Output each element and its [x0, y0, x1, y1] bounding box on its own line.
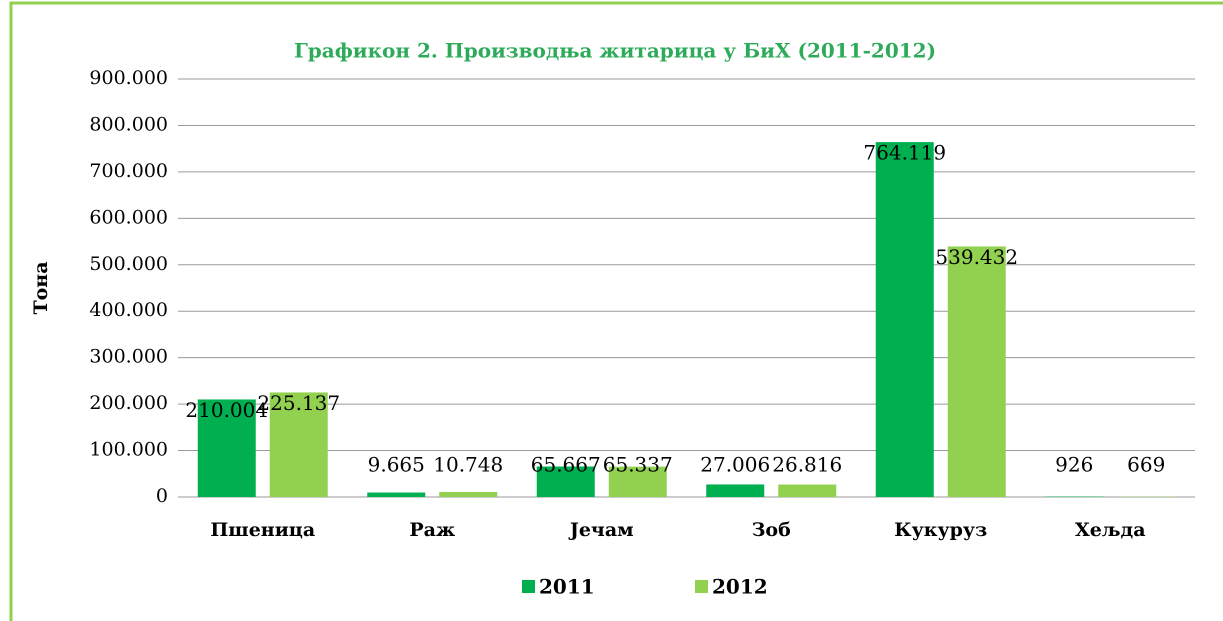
bar: [536, 466, 595, 497]
y-tick-label: 100.000: [89, 439, 168, 461]
y-tick-label: 900.000: [89, 67, 168, 89]
value-label: 669: [1127, 453, 1165, 477]
bar: [778, 484, 837, 497]
y-tick-label: 800.000: [89, 113, 168, 135]
bar: [439, 492, 498, 497]
value-label: 539.432: [935, 245, 1018, 269]
value-label: 65.337: [603, 453, 673, 477]
value-label: 764.119: [863, 141, 946, 165]
bar: [367, 492, 426, 497]
y-tick-label: 0: [156, 485, 168, 507]
bar: [197, 399, 256, 497]
legend-label: 2012: [712, 575, 768, 599]
value-label: 926: [1055, 453, 1093, 477]
frame: [9, 1, 1223, 621]
value-label: 10.748: [433, 453, 503, 477]
bar: [947, 246, 1006, 497]
bar: [706, 484, 765, 497]
legend-swatch: [695, 580, 708, 593]
chart-title: Графикон 2. Производња житарица у БиХ (2…: [294, 39, 936, 63]
legend-label: 2011: [539, 575, 595, 599]
value-label: 65.667: [531, 453, 601, 477]
value-label: 27.006: [700, 453, 770, 477]
y-tick-label: 500.000: [89, 253, 168, 275]
y-tick-label: 200.000: [89, 392, 168, 414]
x-tick-label: Зоб: [752, 519, 791, 541]
x-tick-label: Пшеница: [210, 519, 315, 541]
bar: [608, 466, 667, 497]
y-tick-label: 400.000: [89, 299, 168, 321]
y-tick-label: 600.000: [89, 206, 168, 228]
x-tick-label: Раж: [409, 519, 455, 541]
bar: [269, 392, 328, 497]
y-tick-label: 300.000: [89, 346, 168, 368]
value-label: 9.665: [368, 453, 425, 477]
y-tick-label: 700.000: [89, 160, 168, 182]
x-tick-label: Хељда: [1075, 519, 1146, 541]
bar: [875, 142, 934, 497]
value-label: 210.004: [185, 398, 268, 422]
legend-swatch: [522, 580, 535, 593]
x-tick-label: Кукуруз: [894, 519, 987, 541]
y-axis-title: Тона: [30, 261, 52, 314]
value-label: 26.816: [772, 453, 842, 477]
x-tick-label: Јечам: [568, 519, 634, 541]
value-label: 225.137: [257, 391, 340, 415]
